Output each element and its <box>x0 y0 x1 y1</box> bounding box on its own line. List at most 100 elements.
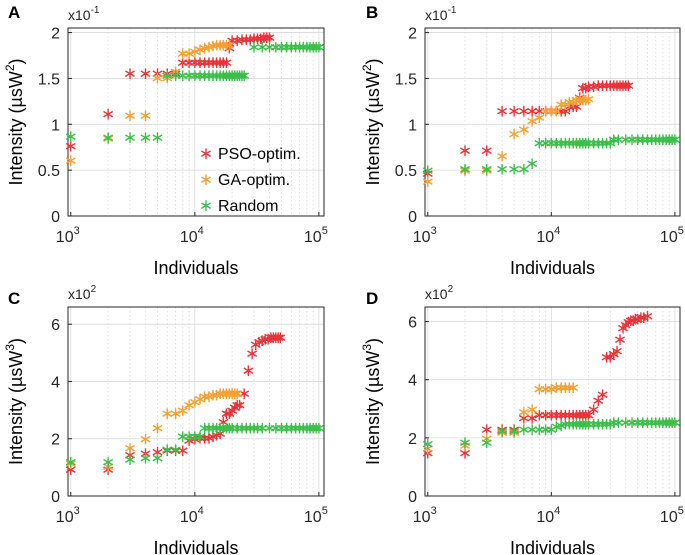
data-point: ∗ <box>262 418 276 437</box>
data-point: ∗ <box>421 161 435 180</box>
data-point: ∗ <box>216 36 230 55</box>
x-tick-label: 105 <box>660 225 684 246</box>
data-point: ∗ <box>230 66 244 85</box>
data-point: ∗ <box>202 66 216 85</box>
data-point: ∗ <box>576 134 590 153</box>
data-point: ∗ <box>160 440 174 459</box>
data-point: ∗ <box>247 37 261 56</box>
data-point: ∗ <box>480 420 494 439</box>
data-point: ∗ <box>549 102 563 121</box>
data-point: ∗ <box>206 36 220 55</box>
data-point: ∗ <box>581 134 595 153</box>
data-point: ∗ <box>495 423 509 442</box>
y-label-close: ) <box>6 338 26 344</box>
data-point: ∗ <box>168 404 182 423</box>
data-point: ∗ <box>649 130 663 149</box>
data-point: ∗ <box>576 406 590 425</box>
x-tick-base: 10 <box>660 229 678 246</box>
data-point: ∗ <box>303 418 317 437</box>
data-point: ∗ <box>269 37 283 56</box>
data-point: ∗ <box>271 328 285 347</box>
data-point: ∗ <box>603 414 617 433</box>
series-pso-optim-: ∗ ∗∗ ∗∗∗∗∗∗∗∗∗∗∗∗∗∗∗∗∗∗∗∗∗∗∗∗∗∗∗∗∗∗∗∗∗∗∗ <box>421 307 655 463</box>
data-point: ∗ <box>64 151 78 170</box>
data-point: ∗ <box>225 384 239 403</box>
data-point: ∗ <box>621 313 635 332</box>
data-point: ∗ <box>549 134 563 153</box>
data-point: ∗ <box>243 30 257 49</box>
data-point: ∗ <box>549 378 563 397</box>
data-point: ∗ <box>182 53 196 72</box>
data-point: ∗ <box>182 395 196 414</box>
data-point: ∗ <box>495 159 509 178</box>
data-point: ∗ <box>219 36 233 55</box>
data-point: ∗ <box>296 418 310 437</box>
data-point: ∗ <box>247 418 261 437</box>
data-point: ∗ <box>525 408 539 427</box>
data-point: ∗ <box>581 77 595 96</box>
data-point: ∗ <box>193 390 207 409</box>
data-point: ∗ <box>607 413 621 432</box>
data-point: ∗ <box>230 384 244 403</box>
data-point: ∗ <box>230 31 244 50</box>
series-random: ∗∗∗∗∗∗∗∗∗∗∗∗∗∗∗∗∗∗∗∗∗∗∗∗∗∗∗∗∗∗∗∗∗∗∗∗∗∗∗∗ <box>64 418 326 471</box>
data-point: ∗ <box>188 430 202 449</box>
axis-multiplier: x10-1 <box>68 5 100 23</box>
data-point: ∗ <box>576 91 590 110</box>
data-point: ∗ <box>619 413 633 432</box>
data-point: ∗ <box>239 418 253 437</box>
multiplier-exponent: 2 <box>91 284 97 295</box>
multiplier-base: x10 <box>425 286 448 302</box>
data-point: ∗ <box>421 439 435 458</box>
series-random: ∗∗∗∗∗∗∗∗∗∗∗∗∗∗∗∗∗∗∗∗∗∗∗∗∗∗∗∗∗∗∗∗∗∗∗∗∗∗∗∗ <box>64 37 326 147</box>
x-tick-base: 10 <box>413 229 431 246</box>
series-pso-optim-: ∗∗∗ ∗∗∗∗∗∗∗∗∗∗∗∗∗∗∗∗∗∗∗∗∗∗∗∗∗∗∗ <box>64 28 277 155</box>
y-label-text: Intensity (µsW <box>6 351 26 465</box>
data-point: ∗ <box>188 66 202 85</box>
data-point: ∗ <box>245 344 259 363</box>
data-point: ∗ <box>284 37 298 56</box>
data-point: ∗ <box>539 379 553 398</box>
data-point: ∗ <box>458 433 472 452</box>
data-point: ∗ <box>225 418 239 437</box>
data-point: ∗ <box>206 53 220 72</box>
data-point: ∗ <box>280 418 294 437</box>
data-point: ∗ <box>216 413 230 432</box>
data-point: ∗ <box>507 420 521 439</box>
axis-multiplier: x102 <box>68 284 97 302</box>
x-tick-label: 105 <box>304 505 328 526</box>
y-tick-label: 6 <box>408 315 417 332</box>
data-point: ∗ <box>480 429 494 448</box>
x-tick-base: 10 <box>56 229 74 246</box>
data-point: ∗ <box>659 413 673 432</box>
data-point: ∗ <box>243 418 257 437</box>
data-point: ∗ <box>198 428 212 447</box>
data-point: ∗ <box>160 441 174 460</box>
data-point: ∗ <box>296 37 310 56</box>
data-point: ∗ <box>581 414 595 433</box>
data-point: ∗ <box>168 64 182 83</box>
data-point: ∗ <box>562 97 576 116</box>
data-point: ∗ <box>613 76 627 95</box>
data-point: ∗ <box>576 414 590 433</box>
y-axis-label: Intensity (µsW3) <box>360 338 383 465</box>
series-ga-optim-: ∗∗∗ ∗∗∗∗∗∗∗∗∗∗∗∗∗∗∗∗ <box>64 36 237 171</box>
data-point: ∗ <box>668 413 682 432</box>
x-axis-label: Individuals <box>510 258 595 278</box>
x-tick-label: 104 <box>536 505 560 526</box>
data-point: ∗ <box>656 130 670 149</box>
data-point: ∗ <box>544 102 558 121</box>
data-point: ∗ <box>517 159 531 178</box>
y-tick-label: 0 <box>51 489 60 506</box>
data-point: ∗ <box>619 76 633 95</box>
data-point: ∗ <box>599 76 613 95</box>
data-point: ∗ <box>517 120 531 139</box>
data-point: ∗ <box>222 66 236 85</box>
data-point: ∗ <box>619 315 633 334</box>
data-point: ∗ <box>168 62 182 81</box>
data-point: ∗ <box>222 384 236 403</box>
data-point: ∗ <box>252 332 266 351</box>
series-ga-optim-: ∗∗ ∗∗∗∗∗∗∗∗∗∗∗∗∗∗∗∗∗∗ <box>421 90 596 192</box>
data-point: ∗ <box>264 328 278 347</box>
